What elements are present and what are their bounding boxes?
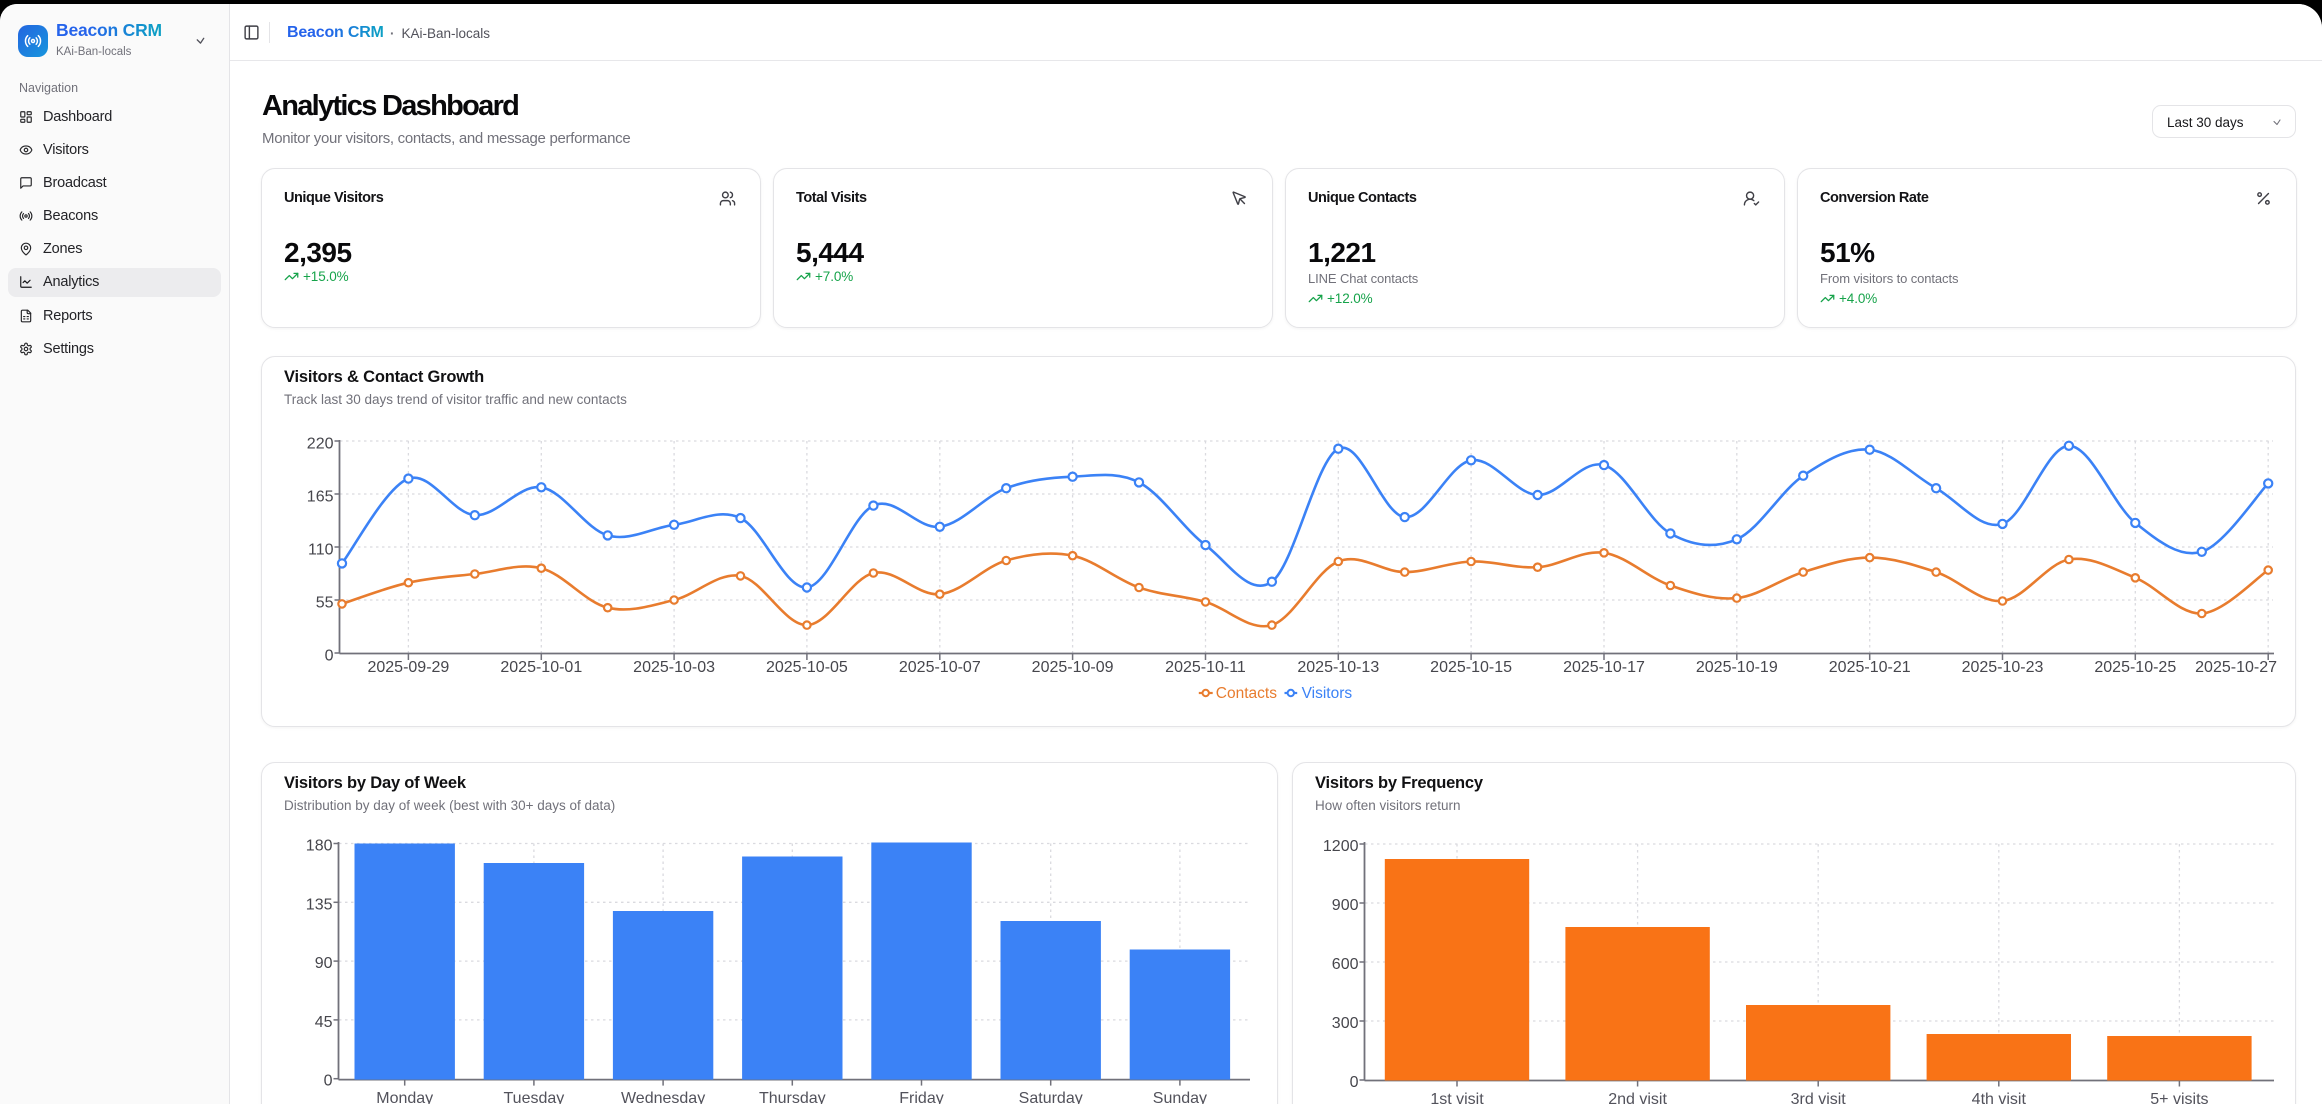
svg-text:2025-09-29: 2025-09-29 bbox=[367, 659, 449, 676]
svg-text:0: 0 bbox=[325, 648, 334, 665]
svg-text:Monday: Monday bbox=[376, 1090, 433, 1104]
svg-text:5+ visits: 5+ visits bbox=[2150, 1091, 2208, 1104]
svg-text:2025-10-09: 2025-10-09 bbox=[1032, 659, 1114, 676]
svg-text:4th visit: 4th visit bbox=[1972, 1091, 2027, 1104]
svg-text:110: 110 bbox=[308, 542, 334, 559]
svg-text:2025-10-11: 2025-10-11 bbox=[1165, 659, 1246, 676]
svg-text:2025-10-01: 2025-10-01 bbox=[500, 659, 582, 676]
svg-text:2025-10-17: 2025-10-17 bbox=[1563, 659, 1645, 676]
svg-text:2025-10-03: 2025-10-03 bbox=[633, 659, 715, 676]
svg-text:Visitors: Visitors bbox=[1302, 685, 1353, 702]
svg-text:Tuesday: Tuesday bbox=[504, 1090, 565, 1104]
svg-text:600: 600 bbox=[1332, 956, 1359, 973]
svg-text:220: 220 bbox=[307, 436, 334, 453]
svg-text:55: 55 bbox=[316, 595, 334, 612]
svg-text:2025-10-13: 2025-10-13 bbox=[1297, 659, 1379, 676]
svg-text:2025-10-27: 2025-10-27 bbox=[2195, 659, 2277, 676]
svg-text:0: 0 bbox=[324, 1073, 333, 1090]
svg-text:2025-10-05: 2025-10-05 bbox=[766, 659, 848, 676]
svg-text:1200: 1200 bbox=[1323, 838, 1359, 855]
svg-text:Contacts: Contacts bbox=[1216, 685, 1277, 702]
svg-text:2nd visit: 2nd visit bbox=[1608, 1091, 1667, 1104]
svg-text:900: 900 bbox=[1332, 897, 1359, 914]
svg-text:Wednesday: Wednesday bbox=[621, 1090, 705, 1104]
svg-text:45: 45 bbox=[315, 1014, 333, 1031]
svg-text:Sunday: Sunday bbox=[1153, 1090, 1207, 1104]
svg-text:135: 135 bbox=[306, 896, 333, 913]
svg-text:2025-10-25: 2025-10-25 bbox=[2094, 659, 2176, 676]
svg-text:180: 180 bbox=[306, 838, 333, 855]
svg-text:165: 165 bbox=[307, 489, 334, 506]
svg-text:2025-10-23: 2025-10-23 bbox=[1962, 659, 2044, 676]
svg-text:0: 0 bbox=[1350, 1074, 1359, 1091]
svg-text:2025-10-07: 2025-10-07 bbox=[899, 659, 981, 676]
svg-text:Saturday: Saturday bbox=[1019, 1090, 1083, 1104]
svg-text:Thursday: Thursday bbox=[759, 1090, 826, 1104]
svg-text:2025-10-15: 2025-10-15 bbox=[1430, 659, 1512, 676]
svg-text:2025-10-19: 2025-10-19 bbox=[1696, 659, 1778, 676]
svg-text:Friday: Friday bbox=[899, 1090, 943, 1104]
svg-text:3rd visit: 3rd visit bbox=[1791, 1091, 1847, 1104]
svg-text:1st visit: 1st visit bbox=[1430, 1091, 1484, 1104]
svg-text:2025-10-21: 2025-10-21 bbox=[1829, 659, 1911, 676]
svg-text:300: 300 bbox=[1332, 1015, 1359, 1032]
svg-text:90: 90 bbox=[315, 955, 333, 972]
